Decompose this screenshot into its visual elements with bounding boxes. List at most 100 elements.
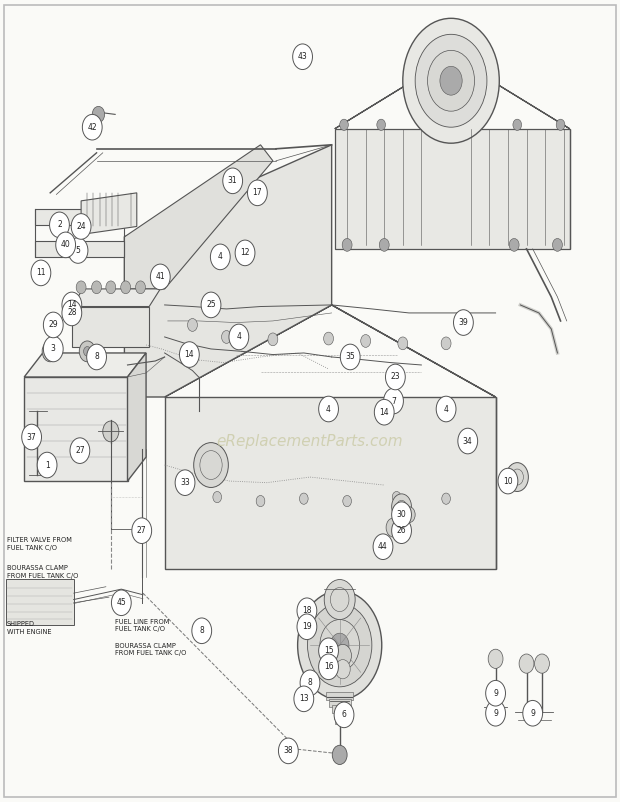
Circle shape bbox=[340, 344, 360, 370]
Text: 28: 28 bbox=[67, 309, 77, 318]
Circle shape bbox=[377, 119, 386, 131]
Text: FUEL LINE FROM
FUEL TANK C/O: FUEL LINE FROM FUEL TANK C/O bbox=[115, 619, 169, 632]
Circle shape bbox=[428, 51, 474, 111]
Circle shape bbox=[403, 507, 415, 523]
Text: 29: 29 bbox=[48, 321, 58, 330]
Circle shape bbox=[42, 341, 58, 362]
Circle shape bbox=[62, 292, 82, 318]
Circle shape bbox=[68, 237, 88, 263]
Circle shape bbox=[436, 396, 456, 422]
Circle shape bbox=[79, 341, 95, 362]
Circle shape bbox=[223, 168, 242, 193]
Bar bbox=[332, 705, 348, 713]
Text: 23: 23 bbox=[391, 372, 400, 382]
Circle shape bbox=[485, 680, 505, 706]
Circle shape bbox=[523, 700, 542, 726]
Polygon shape bbox=[72, 289, 161, 306]
Circle shape bbox=[384, 388, 404, 414]
Text: 37: 37 bbox=[27, 432, 37, 442]
Circle shape bbox=[330, 588, 349, 612]
Circle shape bbox=[373, 534, 393, 560]
Circle shape bbox=[300, 670, 320, 695]
Bar bbox=[329, 699, 351, 707]
Text: 7: 7 bbox=[391, 396, 396, 406]
Circle shape bbox=[187, 318, 197, 331]
Circle shape bbox=[103, 421, 119, 442]
Polygon shape bbox=[335, 129, 570, 249]
Circle shape bbox=[458, 428, 477, 454]
Circle shape bbox=[76, 281, 86, 294]
Text: 27: 27 bbox=[137, 526, 146, 535]
Polygon shape bbox=[72, 306, 149, 346]
Circle shape bbox=[485, 700, 505, 726]
Circle shape bbox=[299, 493, 308, 504]
Text: 27: 27 bbox=[75, 446, 85, 456]
Circle shape bbox=[46, 346, 54, 356]
Polygon shape bbox=[125, 145, 273, 289]
Circle shape bbox=[392, 502, 412, 528]
Circle shape bbox=[297, 614, 317, 639]
Text: 41: 41 bbox=[156, 273, 165, 282]
Text: 4: 4 bbox=[444, 404, 448, 414]
Text: 9: 9 bbox=[493, 709, 498, 718]
Text: 9: 9 bbox=[530, 709, 535, 718]
Text: 19: 19 bbox=[302, 622, 312, 631]
Text: 18: 18 bbox=[302, 606, 312, 615]
Polygon shape bbox=[6, 579, 74, 626]
Circle shape bbox=[343, 496, 352, 507]
Circle shape bbox=[308, 604, 372, 687]
Circle shape bbox=[201, 292, 221, 318]
Circle shape bbox=[453, 310, 473, 335]
Circle shape bbox=[179, 342, 199, 367]
Polygon shape bbox=[24, 377, 128, 481]
Circle shape bbox=[71, 213, 91, 239]
Circle shape bbox=[379, 238, 389, 251]
Text: BOURASSA CLAMP
FROM FUEL TANK C/O: BOURASSA CLAMP FROM FUEL TANK C/O bbox=[7, 565, 78, 578]
Circle shape bbox=[392, 492, 401, 503]
Polygon shape bbox=[24, 353, 146, 377]
Text: 44: 44 bbox=[378, 542, 388, 551]
Circle shape bbox=[70, 438, 90, 464]
Text: 45: 45 bbox=[117, 598, 126, 607]
Circle shape bbox=[335, 659, 350, 678]
Circle shape bbox=[31, 260, 51, 286]
Circle shape bbox=[398, 337, 408, 350]
Circle shape bbox=[106, 281, 116, 294]
Circle shape bbox=[509, 238, 519, 251]
Circle shape bbox=[392, 518, 412, 544]
Circle shape bbox=[56, 232, 76, 257]
Circle shape bbox=[319, 396, 339, 422]
Text: 24: 24 bbox=[76, 222, 86, 231]
Text: 25: 25 bbox=[206, 301, 216, 310]
Circle shape bbox=[519, 654, 534, 673]
Circle shape bbox=[386, 518, 401, 537]
Text: 30: 30 bbox=[397, 510, 407, 519]
Circle shape bbox=[342, 238, 352, 251]
Circle shape bbox=[229, 324, 249, 350]
Circle shape bbox=[332, 745, 347, 764]
Text: 8: 8 bbox=[200, 626, 204, 635]
Text: 34: 34 bbox=[463, 436, 472, 446]
Text: 35: 35 bbox=[345, 352, 355, 362]
Text: 4: 4 bbox=[326, 404, 331, 414]
Circle shape bbox=[556, 119, 565, 131]
Circle shape bbox=[324, 332, 334, 345]
Circle shape bbox=[136, 281, 146, 294]
Polygon shape bbox=[81, 192, 137, 234]
Circle shape bbox=[268, 333, 278, 346]
Circle shape bbox=[112, 590, 131, 616]
Circle shape bbox=[121, 281, 131, 294]
Text: 8: 8 bbox=[308, 678, 312, 687]
Circle shape bbox=[334, 702, 354, 727]
Text: 4: 4 bbox=[236, 333, 241, 342]
Bar bbox=[326, 691, 353, 699]
Text: 16: 16 bbox=[324, 662, 334, 671]
Circle shape bbox=[87, 344, 107, 370]
Polygon shape bbox=[335, 57, 570, 129]
Text: BOURASSA CLAMP
FROM FUEL TANK C/O: BOURASSA CLAMP FROM FUEL TANK C/O bbox=[115, 642, 187, 656]
Text: 39: 39 bbox=[459, 318, 468, 327]
Text: 5: 5 bbox=[76, 246, 81, 255]
Text: 1: 1 bbox=[45, 460, 50, 469]
Circle shape bbox=[552, 238, 562, 251]
Circle shape bbox=[92, 107, 105, 123]
